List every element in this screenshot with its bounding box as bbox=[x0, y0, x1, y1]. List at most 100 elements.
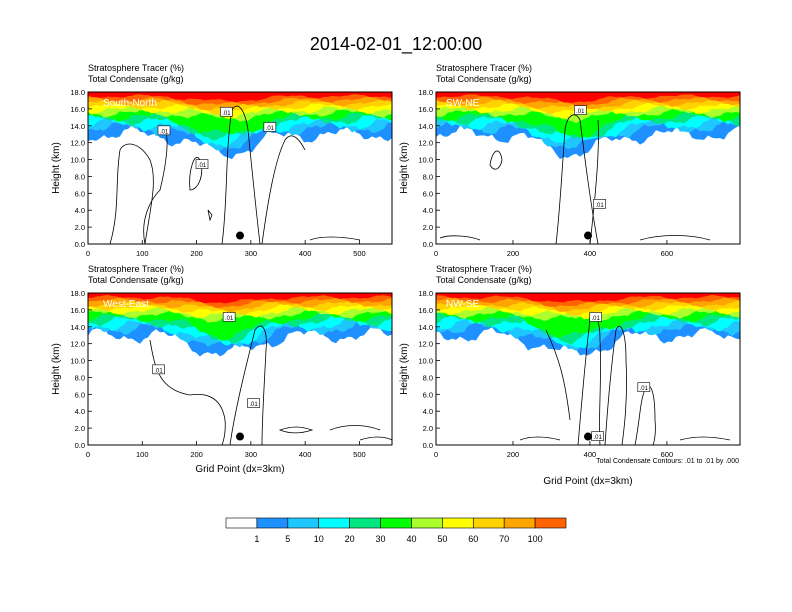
contour-label: .01 bbox=[154, 368, 163, 374]
contour-label-box bbox=[589, 312, 602, 322]
y-tick-label: 2.0 bbox=[423, 424, 433, 433]
colorbar-label: 60 bbox=[468, 534, 478, 544]
x-axis-label: Grid Point (dx=3km) bbox=[195, 464, 284, 475]
location-marker bbox=[584, 231, 592, 240]
y-tick-label: 16.0 bbox=[70, 306, 85, 315]
x-tick-label: 600 bbox=[661, 249, 674, 258]
colorbar-box bbox=[472, 517, 505, 529]
y-axis: 0.0 2.0 4.0 6.0 8.0 10.0 12.0 14.0 16.0 18.0 bbox=[418, 88, 440, 249]
y-tick-label: 6.0 bbox=[75, 390, 85, 399]
y-tick-label: 2.0 bbox=[423, 223, 433, 232]
colorbar-label: 5 bbox=[285, 534, 290, 544]
y-tick-label: 10.0 bbox=[418, 357, 433, 366]
x-tick-label: 0 bbox=[434, 450, 438, 459]
colorbar-box bbox=[411, 517, 443, 529]
contour-label: .01 bbox=[576, 109, 585, 115]
plot-frame bbox=[87, 91, 393, 245]
y-axis: 0.0 2.0 4.0 6.0 8.0 10.0 12.0 14.0 16.0 18.0 bbox=[70, 289, 92, 450]
x-axis: 0 200 400 600 bbox=[434, 441, 673, 459]
contour-labels: .01 .01 bbox=[574, 105, 606, 209]
x-tick-label: 400 bbox=[299, 450, 312, 459]
tracer-shading bbox=[88, 92, 392, 160]
y-tick-label: 16.0 bbox=[418, 306, 433, 315]
panel-subtitle-condensate: Total Condensate (g/kg) bbox=[88, 74, 184, 84]
colorbar-label: 1 bbox=[254, 534, 259, 544]
x-axis: 0 200 400 600 bbox=[434, 240, 673, 258]
colorbar-box bbox=[256, 517, 289, 529]
plot-frame bbox=[87, 292, 393, 446]
panel-subtitle-condensate: Total Condensate (g/kg) bbox=[436, 275, 532, 285]
panel-south-north: Stratosphere Tracer (%) Total Condensate… bbox=[51, 63, 393, 258]
colorbar-label: 20 bbox=[345, 534, 355, 544]
panel-west-east: Stratosphere Tracer (%) Total Condensate… bbox=[51, 264, 393, 475]
y-axis-label: Height (km) bbox=[399, 343, 410, 395]
colorbar-box bbox=[349, 517, 381, 529]
tracer-band bbox=[436, 92, 740, 103]
contour-label: .01 bbox=[595, 203, 604, 209]
y-tick-label: 18.0 bbox=[418, 88, 433, 97]
panel-label: South-North bbox=[103, 98, 157, 109]
y-tick-label: 0.0 bbox=[423, 240, 433, 249]
x-axis: 0 100 200 300 400 500 bbox=[86, 240, 366, 258]
y-tick-label: 6.0 bbox=[423, 189, 433, 198]
x-tick-label: 100 bbox=[136, 249, 149, 258]
x-tick-label: 400 bbox=[584, 249, 597, 258]
colorbar-label: 100 bbox=[528, 534, 543, 544]
y-tick-label: 10.0 bbox=[418, 156, 433, 165]
y-tick-label: 0.0 bbox=[423, 441, 433, 450]
y-tick-label: 4.0 bbox=[423, 206, 433, 215]
panel-subtitle-tracer: Stratosphere Tracer (%) bbox=[436, 264, 532, 274]
contour-label-box bbox=[220, 106, 233, 117]
y-tick-label: 10.0 bbox=[70, 357, 85, 366]
y-tick-label: 2.0 bbox=[75, 223, 85, 232]
contour-labels: .01 .01 .01 bbox=[152, 312, 260, 408]
colorbar-label: 40 bbox=[406, 534, 416, 544]
y-tick-label: 0.0 bbox=[75, 441, 85, 450]
y-tick-label: 16.0 bbox=[418, 105, 433, 114]
x-tick-label: 200 bbox=[190, 249, 203, 258]
x-tick-label: 300 bbox=[245, 450, 258, 459]
x-tick-label: 200 bbox=[190, 450, 203, 459]
y-tick-label: 14.0 bbox=[70, 323, 85, 332]
y-tick-label: 0.0 bbox=[75, 240, 85, 249]
panel-label: West-East bbox=[103, 299, 149, 310]
contour-label-box bbox=[574, 105, 587, 115]
tracer-shading bbox=[436, 293, 740, 356]
y-tick-label: 8.0 bbox=[75, 172, 85, 181]
contour-label-box bbox=[222, 312, 236, 322]
y-axis-label: Height (km) bbox=[51, 343, 62, 395]
y-tick-label: 8.0 bbox=[75, 373, 85, 382]
x-tick-label: 200 bbox=[507, 249, 520, 258]
contour-note: Total Condensate Contours: .01 to .01 by… bbox=[596, 458, 739, 465]
y-axis: 0.0 2.0 4.0 6.0 8.0 10.0 12.0 14.0 16.0 18.0 bbox=[70, 88, 92, 249]
x-tick-label: 400 bbox=[299, 249, 312, 258]
colorbar-label: 30 bbox=[376, 534, 386, 544]
y-tick-label: 18.0 bbox=[70, 88, 85, 97]
panel-label: NW-SE bbox=[446, 299, 479, 310]
plot-frame bbox=[435, 91, 741, 245]
y-tick-label: 4.0 bbox=[423, 407, 433, 416]
contour-label-box bbox=[152, 364, 165, 375]
x-tick-label: 0 bbox=[434, 249, 438, 258]
contour-label-box bbox=[593, 199, 606, 209]
contour-labels: .01 .01 .01 .01 bbox=[157, 106, 277, 169]
colorbar-box bbox=[503, 517, 536, 529]
contour-label: .01 bbox=[592, 316, 601, 322]
y-tick-label: 18.0 bbox=[70, 289, 85, 298]
x-tick-label: 0 bbox=[86, 450, 90, 459]
contour-label-box bbox=[247, 398, 260, 408]
y-tick-label: 18.0 bbox=[418, 289, 433, 298]
y-tick-label: 4.0 bbox=[75, 407, 85, 416]
panel-label: SW-NE bbox=[446, 98, 479, 109]
contour-label: .01 bbox=[249, 402, 258, 408]
x-tick-label: 400 bbox=[584, 450, 597, 459]
y-tick-label: 4.0 bbox=[75, 206, 85, 215]
colorbar: 1 5 10 20 30 40 50 60 70 100 bbox=[225, 517, 567, 544]
x-tick-label: 500 bbox=[353, 450, 366, 459]
y-tick-label: 8.0 bbox=[423, 373, 433, 382]
colorbar-label: 10 bbox=[314, 534, 324, 544]
y-tick-label: 6.0 bbox=[75, 189, 85, 198]
panel-subtitle-condensate: Total Condensate (g/kg) bbox=[436, 74, 532, 84]
contour-label-box bbox=[263, 122, 277, 132]
y-tick-label: 2.0 bbox=[75, 424, 85, 433]
